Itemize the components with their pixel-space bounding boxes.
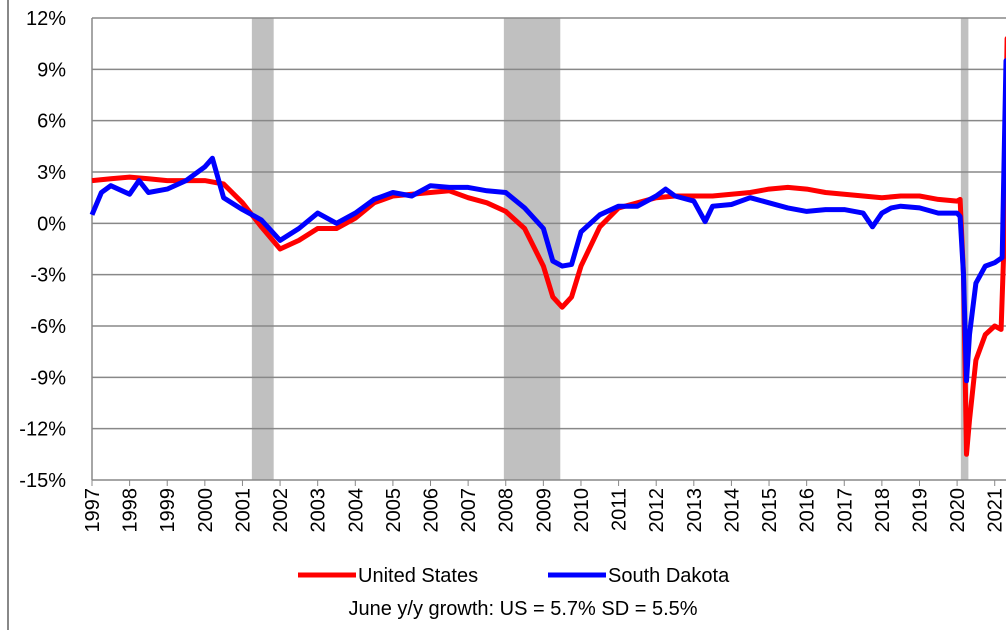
x-tick-label: 2018: [872, 488, 894, 533]
y-tick-label: 3%: [37, 162, 66, 184]
x-tick-label: 1998: [120, 488, 142, 533]
recession-band: [251, 18, 274, 480]
x-tick-label: 2021: [985, 488, 1006, 533]
y-tick-label: 12%: [26, 8, 66, 30]
y-tick-label: -9%: [30, 367, 66, 389]
y-tick-label: -12%: [19, 419, 66, 441]
series-line: [91, 36, 1006, 457]
x-tick-label: 1999: [157, 488, 179, 533]
x-tick-label: 2013: [684, 488, 706, 533]
x-tick-label: 2016: [797, 488, 819, 533]
x-tick-label: 2006: [421, 488, 443, 533]
y-tick-label: 0%: [37, 213, 66, 235]
x-tick-label: 2015: [759, 488, 781, 533]
y-tick-label: -6%: [30, 316, 66, 338]
x-tick-label: 2001: [232, 488, 254, 533]
series-line: [89, 58, 1006, 384]
y-tick-label: -3%: [30, 265, 66, 287]
legend-label: South Dakota: [608, 565, 730, 587]
annotation: June y/y growth: US = 5.7% SD = 5.5%: [348, 598, 697, 620]
legend-label: United States: [358, 565, 478, 587]
y-tick-label: -15%: [19, 470, 66, 492]
x-tick-label: 2010: [571, 488, 593, 533]
x-tick-label: 2003: [308, 488, 330, 533]
x-tick-label: 2017: [834, 488, 856, 533]
x-tick-label: 1997: [82, 488, 104, 533]
x-tick-label: 2005: [383, 488, 405, 533]
x-tick-label: 2019: [909, 488, 931, 533]
x-tick-label: 2014: [721, 488, 743, 533]
x-tick-label: 2011: [609, 488, 631, 531]
x-tick-label: 2008: [496, 488, 518, 533]
x-tick-label: 2002: [270, 488, 292, 533]
x-tick-label: 2012: [646, 488, 668, 533]
x-tick-label: 2007: [458, 488, 480, 533]
x-tick-label: 2000: [195, 488, 217, 533]
y-tick-label: 9%: [37, 59, 66, 81]
x-tick-label: 2009: [533, 488, 555, 533]
x-tick-label: 2004: [345, 488, 367, 533]
y-tick-label: 6%: [37, 111, 66, 133]
x-tick-label: 2020: [947, 488, 969, 533]
